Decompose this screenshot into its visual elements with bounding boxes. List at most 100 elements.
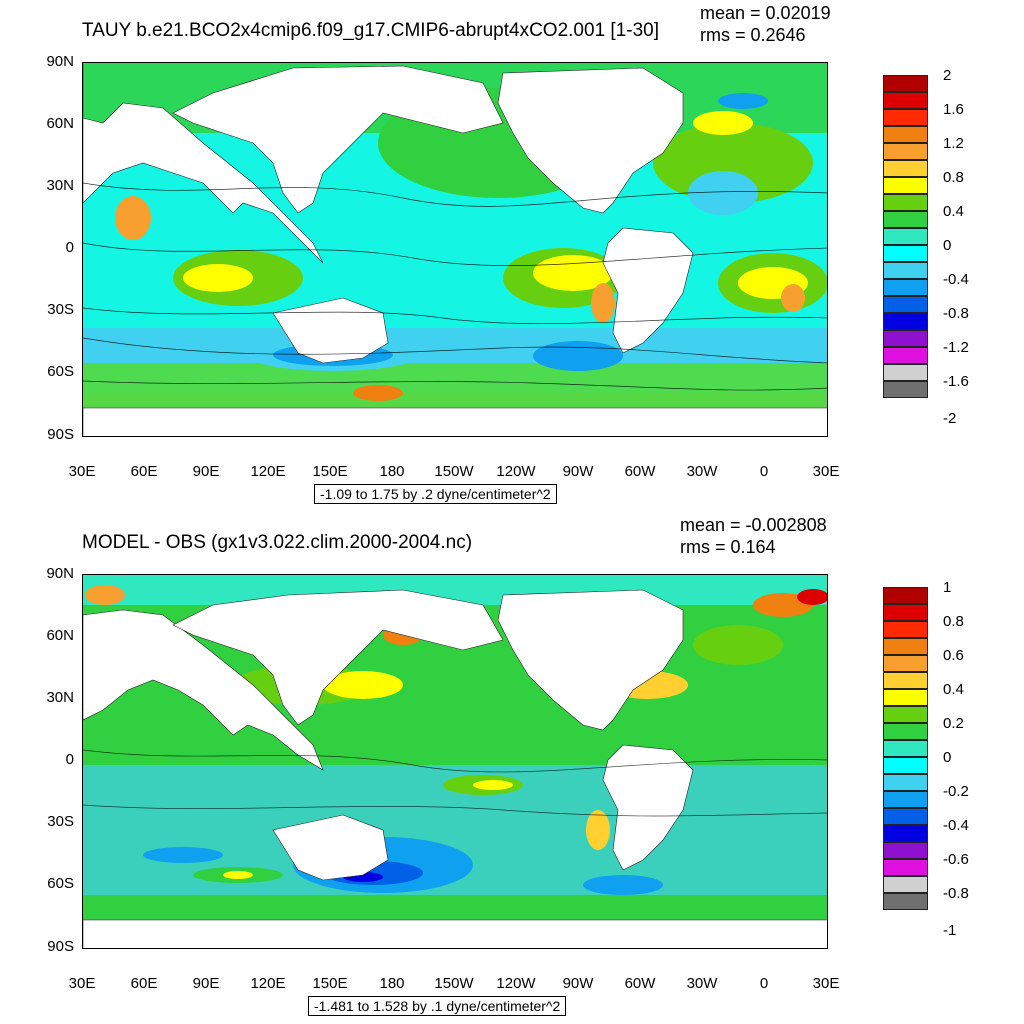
top-lat-tick: 90S [47, 426, 74, 443]
top-lat-tick: 60S [47, 363, 74, 380]
top-colorbar-label: 0.8 [943, 169, 964, 186]
bottom-colorbar-box [883, 638, 928, 655]
bottom-colorbar-box [883, 842, 928, 859]
top-colorbar-box [883, 245, 928, 262]
top-colorbar-label: 0.4 [943, 203, 964, 220]
top-lon-tick: 180 [379, 463, 405, 480]
bottom-lon-tick: 60W [624, 975, 656, 992]
bottom-colorbar-label: 0.4 [943, 681, 964, 698]
bottom-colorbar-label: -0.2 [943, 783, 969, 800]
bottom-colorbar-label: 0 [943, 749, 952, 766]
bottom-lat-tick: 60N [46, 627, 74, 644]
bottom-title: MODEL - OBS (gx1v3.022.clim.2000-2004.nc… [82, 532, 473, 553]
bottom-colorbar-box [883, 655, 928, 672]
top-lat-tick: 30N [46, 177, 74, 194]
bottom-lon-tick: 30E [68, 975, 96, 992]
top-colorbar-label: -0.4 [943, 271, 969, 288]
bottom-lon-tick: 60E [130, 975, 158, 992]
top-lat-tick: 0 [65, 239, 74, 256]
bottom-colorbar-box [883, 706, 928, 723]
top-map-field [83, 63, 827, 436]
bottom-colorbar-box [883, 876, 928, 893]
bottom-lon-tick: 120W [496, 975, 536, 992]
bottom-colorbar-box [883, 740, 928, 757]
bottom-map-field [83, 575, 827, 948]
bottom-colorbar-box [883, 825, 928, 842]
bottom-lat-tick: 90S [47, 938, 74, 955]
bottom-rms: rms = 0.164 [680, 537, 776, 557]
bottom-colorbar-box [883, 893, 928, 910]
bottom-lon-tick: 180 [379, 975, 405, 992]
top-lon-tick: 120E [250, 463, 286, 480]
bottom-caption: -1.481 to 1.528 by .1 dyne/centimeter^2 [308, 996, 567, 1016]
top-panel: TAUY b.e21.BCO2x4cmip6.f09_g17.CMIP6-abr… [46, 3, 969, 504]
bottom-colorbar-label: 1 [943, 579, 952, 596]
top-colorbar-label: -0.8 [943, 305, 969, 322]
bottom-lon-tick: 90E [192, 975, 220, 992]
top-colorbar-label: -1.6 [943, 373, 969, 390]
top-lon-tick: 150W [434, 463, 474, 480]
top-colorbar-box [883, 347, 928, 364]
bottom-lon-tick: 150E [312, 975, 348, 992]
top-caption: -1.09 to 1.75 by .2 dyne/centimeter^2 [314, 484, 557, 504]
bottom-colorbar-box [883, 587, 928, 604]
top-colorbar-box [883, 296, 928, 313]
top-lon-tick: 120W [496, 463, 536, 480]
bottom-lon-tick: 150W [434, 975, 474, 992]
top-lon-tick: 90W [562, 463, 594, 480]
bottom-colorbar-label: 0.2 [943, 715, 964, 732]
bottom-colorbar-box [883, 774, 928, 791]
bottom-lon-tick: 120E [250, 975, 286, 992]
top-mean: mean = 0.02019 [700, 3, 831, 23]
bottom-colorbar-label: -1 [943, 922, 957, 939]
bottom-colorbar-box [883, 791, 928, 808]
bottom-colorbar-label: 0.6 [943, 647, 964, 664]
top-colorbar-box [883, 160, 928, 177]
bottom-lat-tick: 0 [65, 751, 74, 768]
top-colorbar: 2 1.6 1.2 0.8 0.4 0 -0.4 -0.8 -1.2 -1.6 … [883, 67, 969, 427]
top-colorbar-box [883, 109, 928, 126]
bottom-lat-tick: 90N [46, 565, 74, 582]
top-lon-tick: 60E [130, 463, 158, 480]
bottom-colorbar-label: -0.8 [943, 885, 969, 902]
bottom-colorbar-box [883, 621, 928, 638]
bottom-map [82, 574, 828, 949]
top-colorbar-box [883, 228, 928, 245]
top-lat-tick: 90N [46, 53, 74, 70]
bottom-colorbar-box [883, 604, 928, 621]
top-colorbar-label: 1.6 [943, 101, 964, 118]
top-colorbar-box [883, 313, 928, 330]
bottom-mean: mean = -0.002808 [680, 515, 827, 535]
top-lat-tick: 30S [47, 301, 74, 318]
bottom-colorbar-box [883, 757, 928, 774]
top-colorbar-box [883, 279, 928, 296]
top-lon-tick: 90E [192, 463, 220, 480]
bottom-colorbar-label: -0.4 [943, 817, 969, 834]
top-colorbar-box [883, 364, 928, 381]
bottom-lon-tick: 90W [562, 975, 594, 992]
top-lat-tick: 60N [46, 115, 74, 132]
top-colorbar-box [883, 177, 928, 194]
bottom-lon-tick: 30E [812, 975, 840, 992]
top-lon-tick: 150E [312, 463, 348, 480]
top-lon-tick: 0 [759, 463, 769, 480]
top-colorbar-label: 1.2 [943, 135, 964, 152]
top-colorbar-box [883, 381, 928, 398]
top-colorbar-box [883, 126, 928, 143]
bottom-colorbar-label: 0.8 [943, 613, 964, 630]
top-colorbar-label: 2 [943, 67, 952, 84]
top-lon-tick: 30W [686, 463, 718, 480]
top-colorbar-box [883, 75, 928, 92]
bottom-colorbar: 1 0.8 0.6 0.4 0.2 0 -0.2 -0.4 -0.6 -0.8 … [883, 579, 969, 939]
top-colorbar-box [883, 92, 928, 109]
top-colorbar-label: -2 [943, 410, 957, 427]
bottom-colorbar-box [883, 859, 928, 876]
top-colorbar-box [883, 143, 928, 160]
bottom-colorbar-box [883, 672, 928, 689]
bottom-lon-tick: 0 [759, 975, 769, 992]
bottom-lat-tick: 30S [47, 813, 74, 830]
bottom-colorbar-label: -0.6 [943, 851, 969, 868]
top-colorbar-label: -1.2 [943, 339, 969, 356]
bottom-lat-tick: 30N [46, 689, 74, 706]
top-lon-tick: 30E [812, 463, 840, 480]
